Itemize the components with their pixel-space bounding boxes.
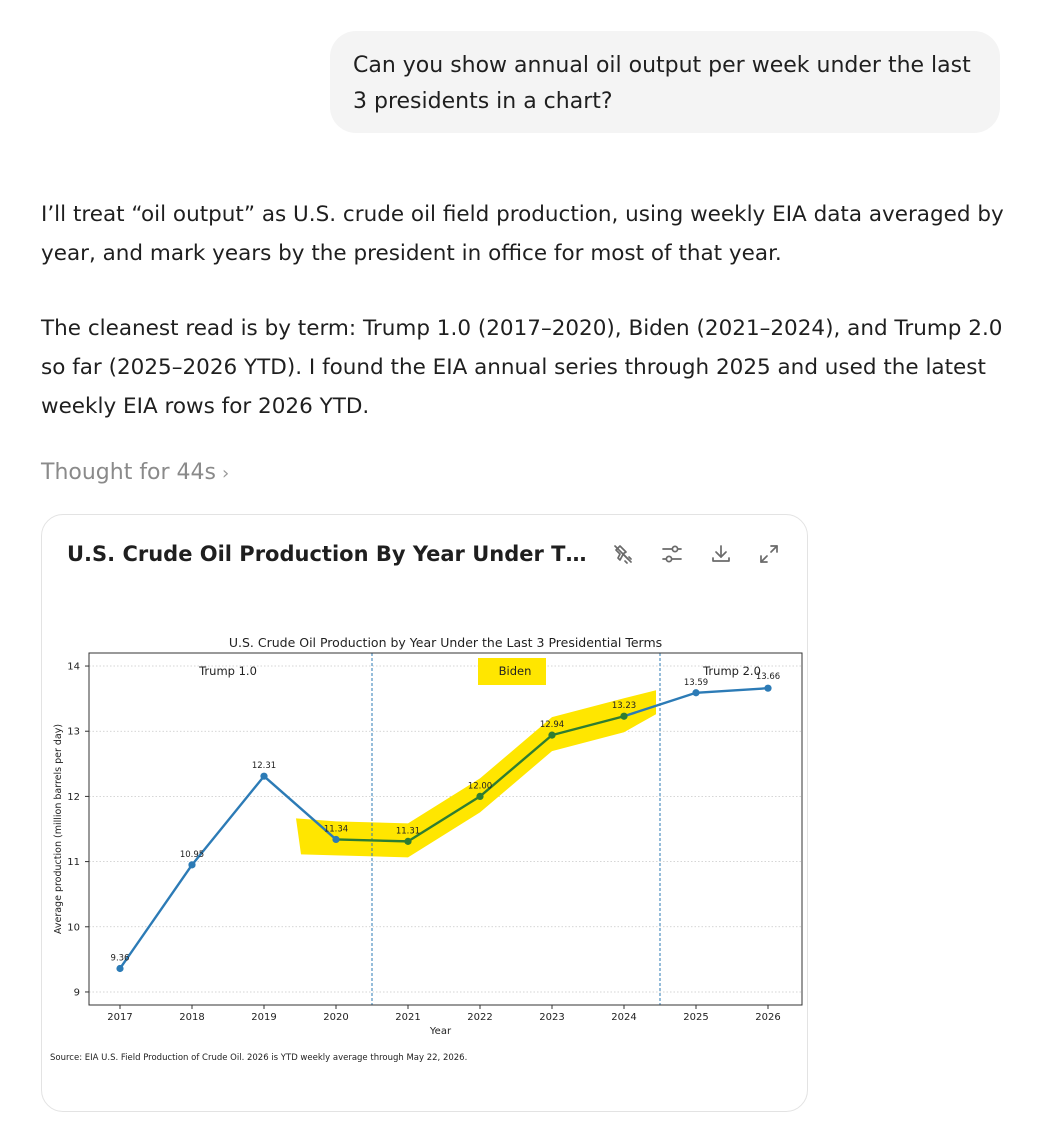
- thought-toggle[interactable]: Thought for 44s ›: [41, 455, 229, 492]
- data-point: [404, 837, 412, 845]
- y-axis-label: Average production (million barrels per …: [53, 724, 64, 934]
- plot-frame: [88, 652, 803, 1006]
- unpin-icon[interactable]: [606, 537, 640, 571]
- x-tick-label: 2023: [539, 1012, 564, 1023]
- data-point: [692, 689, 700, 697]
- highlighter-band: [296, 690, 656, 858]
- source-note: Source: EIA U.S. Field Production of Cru…: [50, 1053, 467, 1063]
- data-point: [260, 772, 268, 780]
- data-label: 12.31: [252, 761, 276, 771]
- data-label: 13.59: [684, 678, 708, 688]
- data-label: 10.95: [180, 850, 204, 860]
- series-line-segment: [694, 686, 770, 694]
- data-label: 11.31: [396, 826, 420, 836]
- data-label: 13.66: [756, 672, 780, 682]
- data-point: [764, 684, 772, 692]
- thought-label: Thought for 44s: [41, 460, 217, 485]
- x-tick-label: 2026: [755, 1012, 780, 1023]
- chart-card-title: U.S. Crude Oil Production By Year Under …: [67, 542, 597, 566]
- chevron-right-icon: ›: [222, 463, 230, 484]
- x-tick-label: 2024: [611, 1012, 636, 1023]
- series-line-segment: [622, 691, 698, 718]
- x-tick-label: 2019: [251, 1012, 276, 1023]
- sliders-icon[interactable]: [655, 537, 689, 571]
- x-tick-label: 2025: [683, 1012, 708, 1023]
- y-tick-label: 14: [67, 662, 80, 673]
- y-tick-label: 10: [67, 922, 80, 933]
- term-label: Trump 2.0: [702, 664, 761, 678]
- term-label: Biden: [499, 664, 532, 678]
- user-message-text: Can you show annual oil output per week …: [353, 53, 971, 114]
- series-line-segment: [406, 795, 482, 843]
- assistant-reply-paragraph: The cleanest read is by term: Trump 1.0 …: [41, 316, 1003, 419]
- assistant-reply-paragraph: I’ll treat “oil output” as U.S. crude oi…: [41, 202, 1004, 266]
- x-tick-label: 2021: [395, 1012, 420, 1023]
- x-axis-label: Year: [429, 1026, 452, 1037]
- data-label: 9.36: [111, 953, 130, 963]
- term-label: Trump 1.0: [198, 664, 257, 678]
- data-point: [332, 835, 340, 844]
- data-point: [188, 861, 196, 869]
- series-line-segment: [190, 775, 266, 867]
- user-message-bubble: Can you show annual oil output per week …: [330, 31, 1000, 133]
- chart-figure: U.S. Crude Oil Production by Year Under …: [50, 635, 803, 1063]
- data-label: 11.34: [324, 824, 348, 834]
- data-point: [476, 792, 484, 801]
- x-tick-label: 2020: [323, 1012, 348, 1023]
- download-icon[interactable]: [704, 537, 738, 571]
- term-label-highlight: [478, 658, 546, 685]
- data-label: 12.00: [468, 781, 492, 791]
- data-label: 13.23: [612, 701, 636, 711]
- chart-title: U.S. Crude Oil Production by Year Under …: [229, 635, 662, 650]
- data-point: [548, 731, 556, 739]
- y-tick-label: 11: [67, 857, 80, 868]
- y-tick-label: 12: [67, 792, 80, 803]
- series-line-segment: [550, 715, 626, 737]
- x-tick-label: 2022: [467, 1012, 492, 1023]
- series-line-segment: [478, 733, 554, 798]
- y-tick-label: 13: [67, 727, 80, 738]
- x-tick-label: 2017: [107, 1012, 132, 1023]
- expand-icon[interactable]: [752, 537, 786, 571]
- series-line-segment: [262, 775, 338, 841]
- series-line-segment: [118, 863, 194, 970]
- x-tick-label: 2018: [179, 1012, 204, 1023]
- y-tick-label: 9: [74, 987, 80, 998]
- series-line-segment: [334, 838, 410, 843]
- data-label: 12.94: [540, 720, 564, 730]
- data-point: [116, 964, 124, 973]
- chart-card: U.S. Crude Oil Production by Year Under …: [41, 514, 808, 1112]
- data-point: [620, 712, 628, 720]
